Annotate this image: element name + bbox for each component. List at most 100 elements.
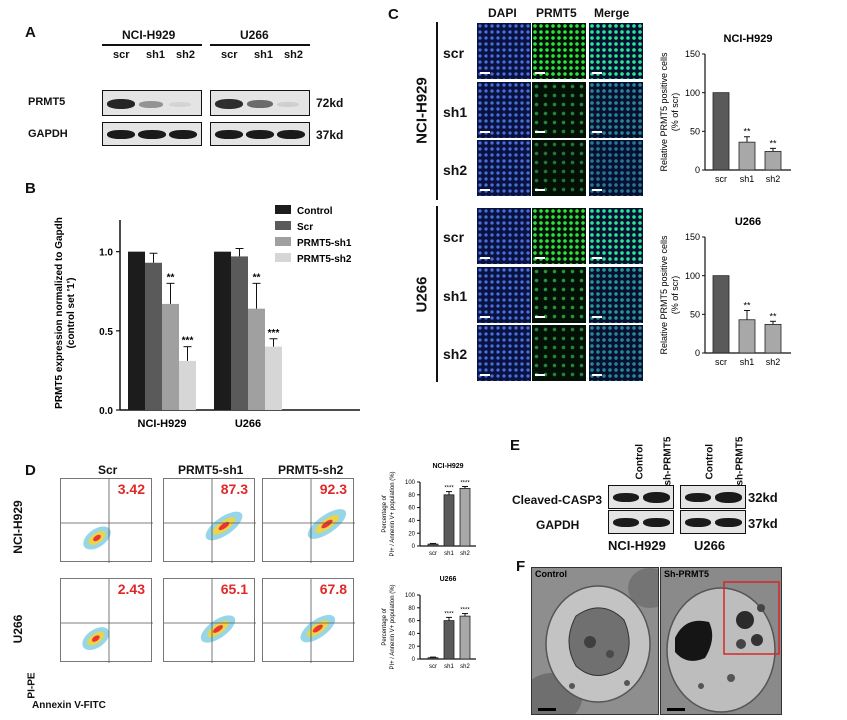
x-category-label: scr (429, 664, 437, 670)
panel-d-col: PRMT5-sh2 (278, 463, 344, 477)
y-tick-label: 20 (408, 531, 415, 537)
apoptosis-percentage: 65.1 (220, 581, 248, 597)
blot-band (139, 101, 163, 108)
panel-e-size: 37kd (748, 516, 778, 531)
x-category-label: sh1 (444, 551, 454, 557)
blot-gapdh-h929 (102, 122, 202, 146)
flow-scatter (263, 479, 355, 563)
y-tick-label: 0 (695, 165, 700, 175)
y-tick-label: 0 (412, 544, 416, 550)
bar (248, 308, 265, 410)
panel-e-lane: Control (704, 443, 716, 480)
y-tick-label: 150 (685, 49, 700, 59)
blot-gapdh-e-u266 (680, 510, 746, 534)
y-tick-label: 20 (408, 644, 415, 650)
em-label: Control (535, 569, 567, 579)
scale-bar (480, 72, 490, 74)
panel-e-row: Cleaved-CASP3 (512, 493, 603, 507)
micrograph-tile (588, 139, 644, 197)
em-sh-drawing (661, 568, 781, 714)
micrograph-tile (588, 22, 644, 80)
flow-plot: 65.1 (163, 578, 256, 663)
micrograph-tile (531, 266, 587, 324)
y-tick-label: 50 (690, 126, 700, 136)
y-tick-label: 1.0 (99, 248, 113, 259)
micrograph-tile (588, 324, 644, 382)
significance-label: ** (743, 300, 751, 310)
panel-b-marks: *****NCI-H929*****U266 (128, 248, 282, 430)
y-axis-label: PI+ / Annexin V+ population (%) (390, 584, 396, 669)
scale-bar (538, 708, 556, 711)
y-tick-label: 60 (408, 506, 415, 512)
bar (443, 620, 455, 660)
bar (214, 251, 231, 410)
panel-c-label: C (388, 6, 399, 23)
em-image-control: Control (531, 567, 659, 715)
blot-casp3-h929 (608, 485, 674, 509)
micrograph-tile (588, 207, 644, 265)
micrograph-tile (476, 324, 532, 382)
significance-label: *** (268, 328, 280, 339)
panel-c-col: Merge (594, 6, 630, 20)
bar (162, 303, 179, 410)
panel-a-group-1: NCI-H929 (122, 28, 176, 42)
flow-scatter (164, 579, 256, 663)
blot-band (215, 99, 243, 109)
y-tick-label: 100 (405, 480, 416, 486)
blot-row-name: PRMT5 (28, 96, 66, 108)
y-tick-label: 0 (412, 657, 416, 663)
x-category-label: sh1 (740, 357, 755, 367)
y-tick-label: 50 (690, 309, 700, 319)
y-tick-label: 150 (685, 232, 700, 242)
scale-bar (592, 189, 602, 191)
blot-band (685, 518, 711, 527)
panel-c-chart-2: U266 0 50 100 150 scr ** sh1 ** sh2 Relative PRMT5… (659, 216, 791, 367)
legend-item: PRMT5-sh1 (297, 238, 352, 249)
panel-c-col: PRMT5 (536, 6, 577, 20)
significance-label: ** (167, 272, 175, 283)
bar (145, 262, 162, 410)
blot-gapdh-e-h929 (608, 510, 674, 534)
scale-bar (480, 316, 490, 318)
micrograph-tile (476, 81, 532, 139)
panel-c-row: scr (443, 45, 465, 61)
panel-c-row: sh1 (443, 104, 468, 120)
blot-gapdh-u266 (210, 122, 310, 146)
micrograph-tile (476, 139, 532, 197)
bar (231, 256, 248, 410)
y-axis-label: Percentage of (382, 495, 388, 533)
em-control-drawing (532, 568, 658, 714)
panel-b-chart: 0.00.51.0 *****NCI-H929*****U266 PRMT5 e… (54, 205, 360, 430)
bar (128, 251, 145, 410)
y-tick-label: 40 (408, 632, 415, 638)
panel-e-row: GAPDH (536, 518, 580, 532)
flow-plot: 92.3 (262, 478, 355, 563)
legend-item: Control (297, 206, 333, 217)
y-tick-label: 80 (408, 493, 415, 499)
panel-d-yaxis: PI-PE (26, 672, 38, 699)
y-tick-label: 40 (408, 519, 415, 525)
chart-title: NCI-H929 (724, 33, 773, 45)
scale-bar (592, 131, 602, 133)
panel-a-label: A (25, 24, 36, 41)
panel-c-group: NCI-H929 (413, 77, 431, 144)
blot-row-name: GAPDH (28, 128, 68, 140)
blot-band (107, 130, 135, 139)
x-category-label: scr (429, 551, 437, 557)
panel-d-row: NCI-H929 (11, 500, 25, 554)
blot-band (169, 102, 191, 107)
blot-band (715, 518, 742, 527)
scale-bar (592, 257, 602, 259)
legend-item: PRMT5-sh2 (297, 254, 352, 265)
blot-size: 72kd (316, 96, 344, 110)
panel-d-col: PRMT5-sh1 (178, 463, 244, 477)
apoptosis-percentage: 2.43 (117, 581, 145, 597)
significance-label: ** (769, 138, 777, 148)
x-category-label: scr (715, 174, 727, 184)
flow-plot: 67.8 (262, 578, 355, 663)
micrograph-tile (476, 266, 532, 324)
scale-bar (480, 189, 490, 191)
apoptosis-percentage: 67.8 (319, 581, 347, 597)
significance-label: *** (182, 336, 194, 347)
panel-c-col: DAPI (488, 6, 517, 20)
